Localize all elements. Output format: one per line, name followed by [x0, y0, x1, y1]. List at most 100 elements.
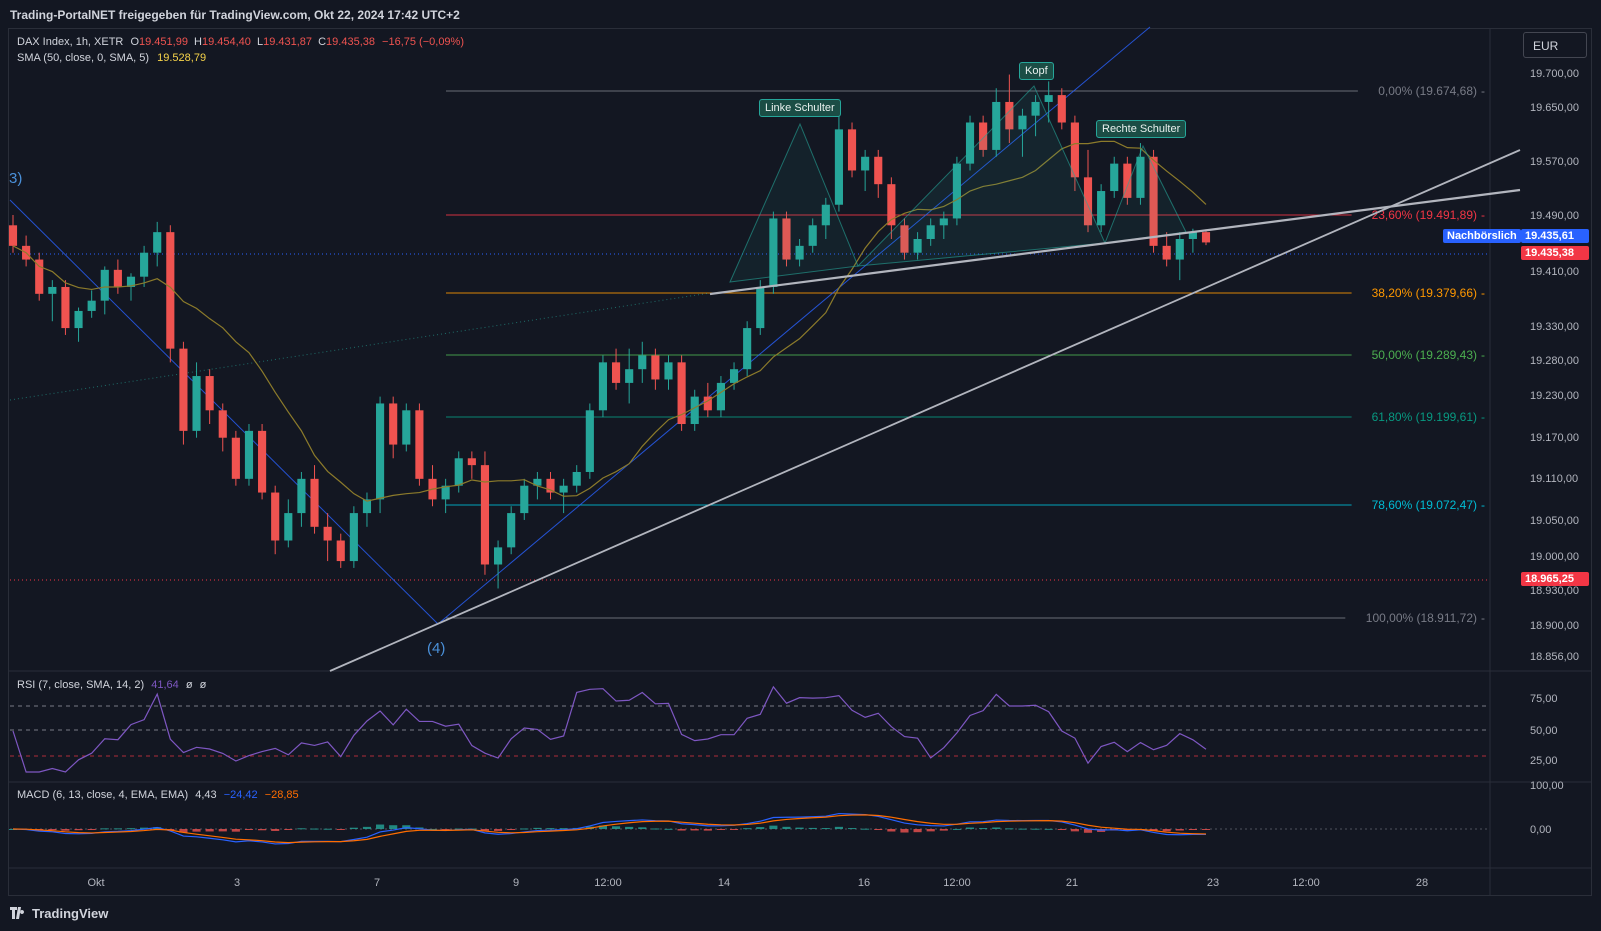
tradingview-brand-text: TradingView [32, 906, 109, 921]
rsi-value: 41,64 [151, 679, 179, 691]
macd-histogram-bar [690, 829, 699, 831]
low-value: 19.431,87 [263, 36, 313, 48]
macd-histogram-bar [1005, 828, 1014, 830]
left-shoulder-shape [729, 122, 859, 283]
last-price-tag: 19.435,38 [1521, 246, 1589, 260]
candle-body [1175, 239, 1184, 260]
macd-histogram-bar [1201, 829, 1211, 830]
tradingview-brand[interactable]: TradingView [10, 906, 108, 921]
currency-selector[interactable]: EUR [1523, 32, 1587, 58]
candle-body [415, 410, 424, 479]
candle-body [979, 122, 988, 150]
candle-body [271, 492, 280, 541]
fib-level-label: 38,20% (19.379,66) [1372, 286, 1477, 300]
candle-body [166, 232, 175, 349]
fib-level-label: 0,00% (19.674,68) [1378, 84, 1477, 98]
close-label: C [318, 36, 327, 48]
price-tick-label: 19.280,00 [1530, 355, 1579, 367]
candle-body [1083, 177, 1093, 226]
macd-histogram-bar [113, 828, 122, 830]
macd-histogram-bar [939, 829, 948, 831]
candle-body [441, 485, 450, 500]
candle-body [8, 225, 18, 246]
candle-body [625, 369, 634, 383]
candle-body [376, 403, 385, 500]
macd-histogram-bar [507, 829, 516, 830]
candle-body [389, 403, 398, 445]
macd-histogram-bar [1070, 829, 1079, 832]
price-tick-label: 19.000,00 [1530, 551, 1579, 563]
candle-body [1005, 101, 1014, 130]
macd-histogram-bar [664, 828, 673, 830]
candle-body [244, 430, 254, 479]
macd-histogram-bar [140, 827, 149, 829]
fib-level-label: 23,60% (19.491,89) [1372, 208, 1477, 222]
rsi-tick-label: 75,00 [1530, 693, 1558, 705]
postmarket-price-tag: 19.435,61 [1521, 229, 1589, 243]
fib-level-label: 78,60% (19.072,47) [1372, 498, 1477, 512]
macd-histogram-bar [900, 829, 909, 833]
time-tick-label: 7 [374, 877, 380, 889]
macd-histogram-bar [244, 829, 254, 830]
macd-signal-line [12, 814, 1207, 844]
price-tick-label: 18.856,00 [1530, 651, 1579, 663]
macd-histogram-bar [74, 829, 83, 831]
candle-body [153, 232, 162, 253]
fib-level-label: 100,00% (18.911,72) [1366, 611, 1477, 625]
time-tick-label: 12:00 [1292, 877, 1320, 889]
candle-body [349, 513, 358, 562]
candle-body [1044, 95, 1053, 102]
level-price-tag: 18.965,25 [1521, 572, 1589, 586]
high-value: 19.454,40 [201, 36, 251, 48]
candle-body [454, 458, 463, 486]
candle-body [769, 218, 778, 287]
rsi-placeholder-2: ø [199, 679, 207, 691]
macd-label: MACD (6, 13, close, 4, EMA, EMA) [17, 789, 189, 801]
fib-level-dash: - [1481, 611, 1485, 625]
time-tick-label: 3 [234, 877, 240, 889]
rsi-label: RSI (7, close, SMA, 14, 2) [17, 679, 145, 691]
candle-body [126, 276, 136, 287]
macd-histogram-bar [271, 829, 280, 831]
candle-body [494, 547, 503, 565]
macd-histogram-bar [310, 828, 319, 830]
time-tick-label: 21 [1066, 877, 1078, 889]
fib-level-label: 61,80% (19.199,61) [1372, 410, 1477, 424]
time-tick-label: Okt [87, 877, 104, 889]
macd-value-1: 4,43 [195, 789, 217, 801]
fib-level-dash: - [1481, 410, 1485, 424]
candle-body [218, 410, 227, 438]
macd-histogram-bar [87, 829, 96, 830]
macd-histogram-bar [428, 828, 437, 830]
time-tick-label: 28 [1416, 877, 1428, 889]
candle-body [703, 396, 712, 411]
macd-histogram-bar [533, 827, 542, 829]
candle-body [100, 269, 109, 301]
candle-body [35, 259, 44, 294]
sma-label: SMA (50, close, 0, SMA, 5) [17, 52, 150, 64]
candle-body [821, 204, 830, 226]
macd-histogram-bar [821, 828, 830, 830]
price-tick-label: 19.410,00 [1530, 266, 1579, 278]
macd-histogram-bar [965, 827, 975, 829]
macd-histogram-bar [376, 824, 385, 829]
candle-body [48, 286, 57, 294]
price-tick-label: 18.930,00 [1530, 585, 1579, 597]
candle-body [1110, 163, 1119, 192]
candle-body [690, 396, 699, 425]
rsi-tick-label: 25,00 [1530, 755, 1558, 767]
macd-histogram-bar [454, 828, 463, 830]
candle-body [297, 478, 306, 514]
macd-legend: MACD (6, 13, close, 4, EMA, EMA) 4,43 −2… [17, 789, 299, 801]
candle-body [520, 485, 529, 514]
candle-body [1018, 115, 1027, 130]
price-tick-label: 19.570,00 [1530, 156, 1579, 168]
macd-histogram-bar [520, 828, 529, 830]
time-tick-label: 14 [718, 877, 730, 889]
candle-body [336, 540, 345, 562]
macd-histogram-bar [743, 828, 752, 830]
head-shape [856, 85, 1106, 267]
macd-histogram-bar [808, 827, 817, 829]
candle-body [284, 513, 293, 541]
